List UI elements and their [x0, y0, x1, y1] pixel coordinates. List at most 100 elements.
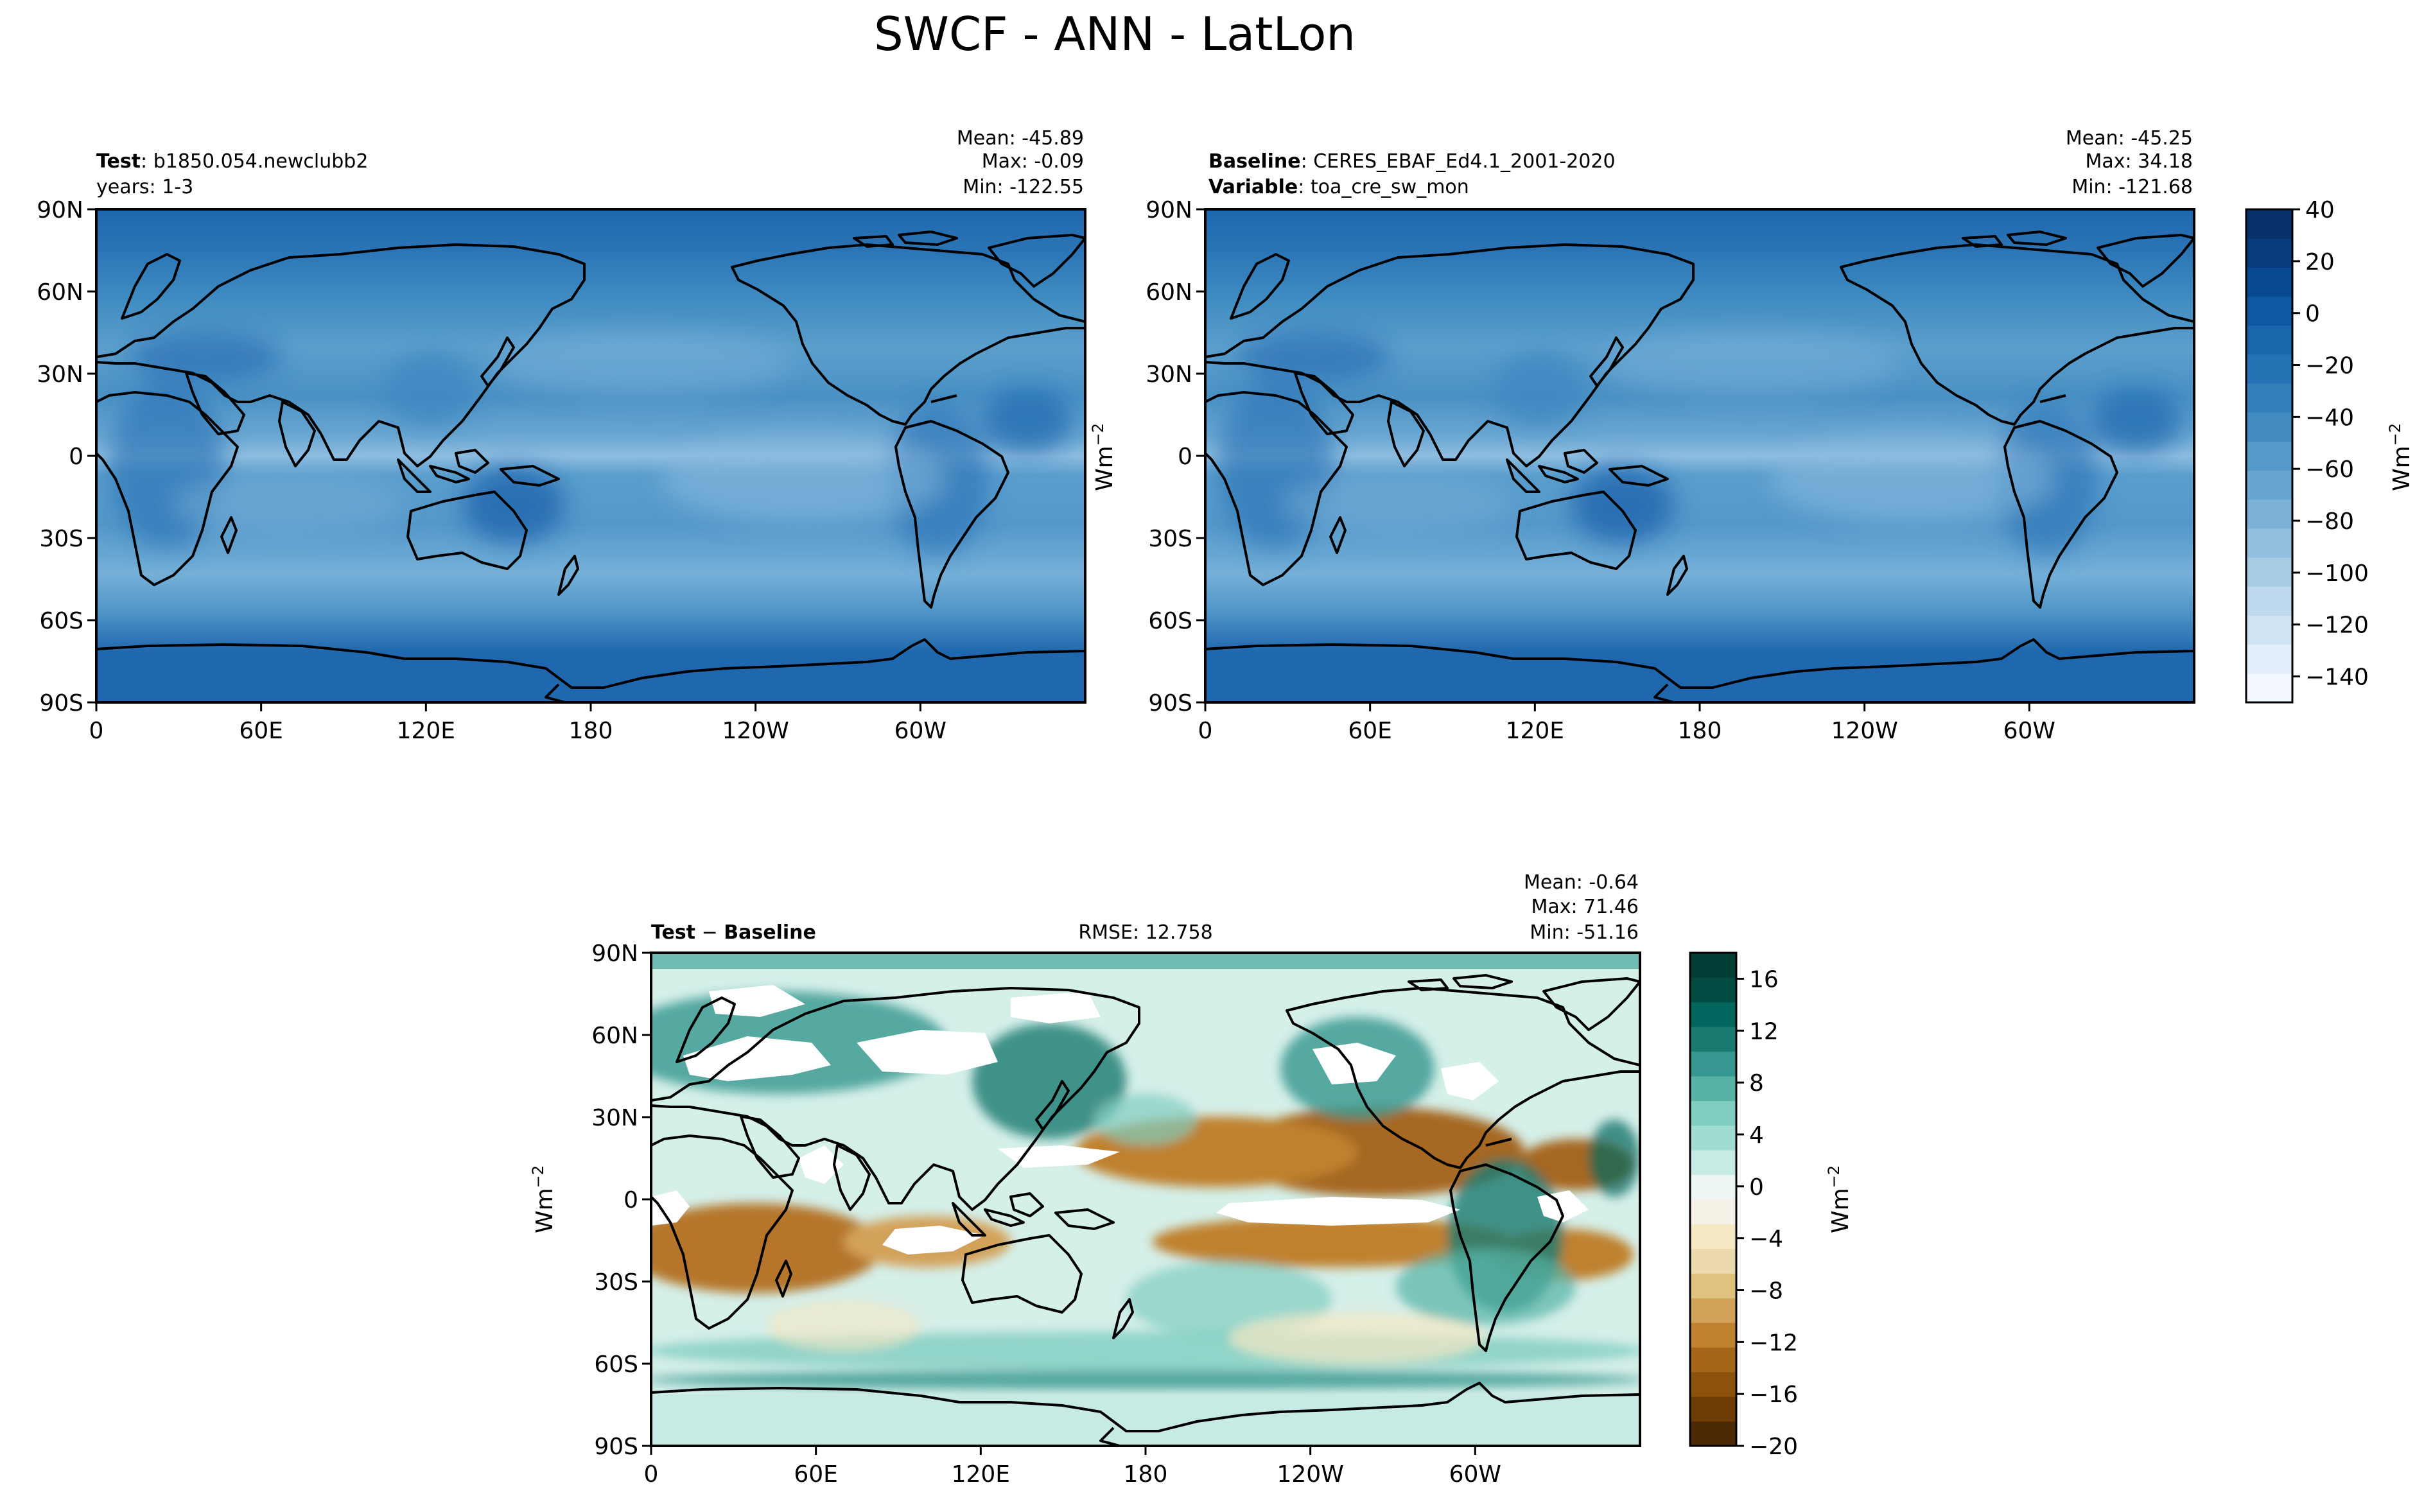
baseline-colorbar-segment [2246, 615, 2292, 645]
baseline-stat-mean: Mean: -45.25 [2066, 127, 2193, 150]
baseline-colorbar-tick-label: 20 [2305, 249, 2335, 275]
difference-colorbar-segment [1690, 1371, 1736, 1397]
difference-x-tick-label: 0 [644, 1461, 659, 1488]
baseline-colorbar-segment [2246, 296, 2292, 326]
difference-colorbar-segment [1690, 1125, 1736, 1151]
difference-x-tick-label: 60W [1449, 1461, 1501, 1488]
test-x-tick-label: 120E [397, 718, 455, 744]
difference-colorbar-segment [1690, 1298, 1736, 1323]
test-stat-max: Max: -0.09 [982, 150, 1084, 173]
difference-colorbar-tick-label: 8 [1749, 1070, 1764, 1097]
baseline-y-tick-label: 60S [1148, 608, 1192, 634]
difference-y-tick-label: 90N [591, 941, 638, 967]
baseline-y-tick-label: 90S [1148, 690, 1192, 717]
baseline-colorbar-tick-label: −120 [2305, 613, 2369, 639]
difference-colorbar-segment [1690, 1100, 1736, 1126]
difference-x-axis: 0 60E 120E 180 120W 60W [644, 1446, 1501, 1488]
difference-y-tick-label: 60S [594, 1351, 638, 1378]
test-y-tick-label: 60S [39, 608, 83, 634]
difference-y-axis: 90N 60N 30N 0 30S 60S 90S [591, 941, 651, 1460]
baseline-colorbar-tick-label: −60 [2305, 456, 2354, 483]
difference-colorbar-segment [1690, 1421, 1736, 1447]
difference-colorbar-tick-label: 4 [1749, 1122, 1764, 1149]
difference-colorbar-segment [1690, 1002, 1736, 1027]
baseline-x-tick-label: 0 [1198, 718, 1213, 744]
baseline-colorbar-segment [2246, 586, 2292, 616]
baseline-y-label: Wm−2 [1089, 423, 1118, 491]
test-y-tick-label: 30N [37, 361, 83, 388]
difference-colorbar-frame [1689, 952, 1738, 1447]
baseline-colorbar-segment [2246, 267, 2292, 297]
difference-colorbar-segment [1690, 1248, 1736, 1274]
baseline-colorbar-segment [2246, 354, 2292, 384]
baseline-y-axis: 90N 60N 30N 0 30S 60S 90S [1146, 197, 1205, 717]
baseline-colorbar-tick-label: −140 [2305, 665, 2369, 691]
baseline-colorbar-tick-label: −20 [2305, 353, 2354, 379]
test-y-tick-label: 90S [39, 690, 83, 717]
baseline-colorbar-tick-label: −100 [2305, 560, 2369, 587]
difference-colorbar-segment [1690, 1150, 1736, 1176]
difference-colorbar-segment [1690, 1224, 1736, 1249]
baseline-y-tick-label: 90N [1146, 197, 1192, 223]
test-y-tick-label: 30S [39, 526, 83, 552]
figure-title: SWCF - ANN - LatLon [874, 7, 1356, 61]
difference-y-tick-label: 60N [591, 1023, 638, 1049]
baseline-colorbar-tick-label: −40 [2305, 404, 2354, 431]
test-label-value: b1850.054.newclubb2 [153, 150, 369, 173]
test-x-axis: 0 60E 120E 180 120W 60W [89, 702, 946, 744]
baseline-colorbar-segment [2246, 209, 2292, 239]
difference-colorbar-tick-label: −12 [1749, 1330, 1798, 1356]
test-y-tick-label: 90N [37, 197, 83, 223]
baseline-colorbar-frame [2245, 208, 2294, 704]
difference-y-tick-label: 90S [594, 1434, 638, 1460]
test-stat-min: Min: -122.55 [963, 176, 1084, 198]
baseline-y-tick-label: 30N [1146, 361, 1192, 388]
baseline-colorbar-tick-label: 0 [2305, 301, 2320, 327]
test-label-key: Test [96, 150, 141, 173]
difference-colorbar-tick-label: −8 [1749, 1278, 1783, 1304]
test-stat-mean: Mean: -45.89 [957, 127, 1084, 150]
difference-map-field [651, 953, 1640, 1446]
baseline-colorbar-segment [2246, 528, 2292, 558]
difference-label-op: − [695, 921, 724, 944]
baseline-x-tick-label: 120E [1506, 718, 1564, 744]
difference-colorbar-tick-label: 12 [1749, 1018, 1779, 1045]
baseline-colorbar-segment [2246, 673, 2292, 703]
baseline-colorbar-segment [2246, 441, 2292, 471]
difference-colorbar-segment [1690, 1076, 1736, 1101]
test-x-tick-label: 120W [722, 718, 789, 744]
baseline-line2-value: toa_cre_sw_mon [1311, 176, 1469, 198]
difference-colorbar-segment [1690, 1051, 1736, 1077]
baseline-colorbar-segment [2246, 644, 2292, 674]
difference-header-line1: Test − Baseline [651, 921, 816, 944]
test-x-tick-label: 180 [569, 718, 613, 744]
difference-y-label: Wm−2 [529, 1165, 558, 1233]
difference-colorbar-tick-label: −4 [1749, 1226, 1783, 1253]
difference-colorbar-label: Wm−2 [1825, 1165, 1854, 1233]
difference-colorbar-segment [1690, 1396, 1736, 1422]
baseline-colorbar: 40 20 0 −20 −40 −60 −80 −100 −120 −140 [2245, 197, 2369, 704]
test-x-tick-label: 0 [89, 718, 104, 744]
baseline-label-sep: : [1301, 150, 1314, 173]
baseline-x-tick-label: 120W [1831, 718, 1898, 744]
difference-stat-min: Min: -51.16 [1530, 921, 1639, 944]
baseline-colorbar-segment [2246, 470, 2292, 500]
baseline-map-field [1205, 209, 2194, 702]
baseline-label-key: Baseline [1208, 150, 1301, 173]
difference-rmse: RMSE: 12.758 [1078, 921, 1212, 944]
baseline-colorbar-tick-label: −80 [2305, 508, 2354, 535]
baseline-colorbar-segment [2246, 325, 2292, 355]
baseline-y-tick-label: 60N [1146, 279, 1192, 306]
difference-label-key2: Baseline [724, 921, 816, 944]
difference-x-tick-label: 120W [1277, 1461, 1344, 1488]
baseline-colorbar-segment [2246, 412, 2292, 442]
baseline-x-tick-label: 180 [1678, 718, 1722, 744]
baseline-stat-min: Min: -121.68 [2071, 176, 2193, 198]
difference-stat-max: Max: 71.46 [1531, 896, 1639, 918]
test-y-tick-label: 0 [69, 444, 83, 470]
difference-colorbar-tick-label: −20 [1749, 1434, 1798, 1460]
test-x-tick-label: 60E [239, 718, 283, 744]
difference-y-tick-label: 30S [594, 1269, 638, 1296]
difference-colorbar-segment [1690, 1027, 1736, 1052]
